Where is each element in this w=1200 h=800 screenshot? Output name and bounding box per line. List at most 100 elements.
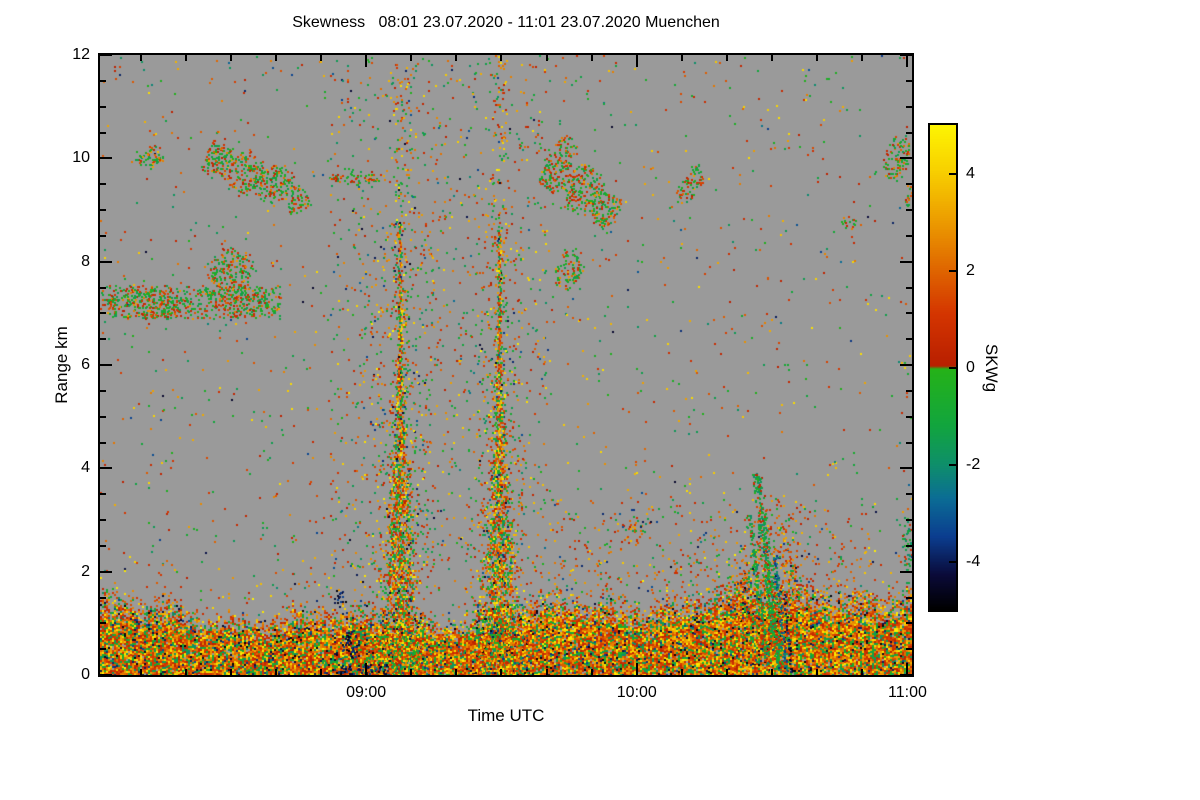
y-minor-tick-mark — [906, 622, 912, 625]
y-minor-tick-mark — [100, 209, 106, 211]
x-minor-tick-mark — [590, 669, 593, 675]
y-minor-tick-mark — [906, 441, 912, 444]
heatmap-canvas — [100, 55, 912, 675]
x-minor-tick-mark — [771, 55, 774, 61]
x-minor-tick-mark — [680, 669, 683, 675]
colorbar-tick-label: 4 — [966, 164, 975, 182]
y-tick-label: 12 — [72, 46, 90, 63]
y-tick-mark — [100, 364, 112, 366]
y-minor-tick-mark — [100, 596, 106, 599]
y-minor-tick-mark — [906, 648, 912, 651]
x-minor-tick-mark — [139, 669, 142, 675]
y-tick-mark — [900, 364, 912, 366]
x-minor-tick-mark — [410, 669, 413, 675]
y-minor-tick-mark — [906, 209, 912, 211]
y-tick-label: 8 — [81, 252, 90, 270]
y-minor-tick-mark — [906, 105, 912, 108]
y-minor-tick-mark — [100, 648, 106, 651]
y-tick-mark — [900, 674, 912, 676]
y-minor-tick-mark — [906, 389, 912, 392]
x-minor-tick-mark — [184, 55, 187, 61]
y-minor-tick-mark — [100, 312, 106, 315]
y-minor-tick-mark — [100, 183, 106, 186]
x-tick-label: 11:00 — [888, 684, 927, 701]
y-minor-tick-mark — [100, 415, 106, 418]
y-minor-tick-mark — [906, 596, 912, 599]
y-minor-tick-mark — [906, 131, 912, 134]
plot-title: Skewness 08:01 23.07.2020 - 11:01 23.07.… — [292, 14, 720, 31]
y-minor-tick-mark — [100, 105, 106, 108]
y-minor-tick-mark — [906, 183, 912, 186]
colorbar-tick-mark — [949, 463, 956, 466]
y-minor-tick-mark — [100, 389, 106, 392]
y-minor-tick-mark — [100, 286, 106, 289]
y-tick-label: 10 — [72, 149, 90, 167]
x-tick-mark — [365, 663, 368, 675]
x-minor-tick-mark — [726, 55, 729, 61]
y-tick-mark — [100, 54, 112, 56]
x-tick-mark — [365, 55, 368, 67]
colorbar-tick-mark — [949, 269, 956, 272]
x-minor-tick-mark — [139, 55, 142, 61]
y-tick-label: 4 — [81, 459, 90, 477]
y-tick-mark — [900, 54, 912, 56]
y-minor-tick-mark — [906, 234, 912, 237]
y-minor-tick-mark — [100, 79, 106, 82]
y-tick-mark — [100, 570, 112, 573]
y-tick-mark — [900, 260, 912, 263]
x-minor-tick-mark — [320, 669, 323, 675]
colorbar-tick-label: -4 — [966, 552, 981, 570]
x-minor-tick-mark — [726, 669, 729, 675]
y-minor-tick-mark — [906, 544, 912, 547]
x-minor-tick-mark — [229, 55, 232, 61]
x-tick-label: 09:00 — [346, 684, 387, 701]
y-minor-tick-mark — [906, 519, 912, 521]
colorbar-tick-label: -2 — [966, 455, 981, 473]
x-minor-tick-mark — [861, 669, 864, 675]
y-minor-tick-mark — [100, 519, 106, 521]
colorbar-tick-mark — [949, 172, 956, 175]
x-minor-tick-mark — [590, 55, 593, 61]
x-minor-tick-mark — [816, 55, 819, 61]
colorbar-tick-label: 2 — [966, 261, 975, 279]
x-minor-tick-mark — [500, 55, 503, 61]
y-tick-mark — [900, 157, 912, 160]
y-tick-mark — [900, 467, 912, 470]
plot-frame — [98, 53, 914, 677]
y-minor-tick-mark — [906, 338, 912, 341]
x-axis-label: Time UTC — [467, 706, 545, 725]
y-tick-label: 6 — [81, 356, 90, 373]
y-minor-tick-mark — [100, 441, 106, 444]
x-minor-tick-mark — [229, 669, 232, 675]
x-tick-mark — [635, 55, 638, 67]
x-minor-tick-mark — [274, 55, 277, 61]
x-minor-tick-mark — [771, 669, 774, 675]
colorbar-tick-label: 0 — [966, 358, 975, 376]
y-minor-tick-mark — [100, 544, 106, 547]
x-minor-tick-mark — [410, 55, 413, 61]
y-tick-mark — [100, 260, 112, 263]
y-tick-label: 0 — [81, 666, 90, 683]
x-minor-tick-mark — [274, 669, 277, 675]
y-tick-mark — [900, 570, 912, 573]
x-minor-tick-mark — [184, 669, 187, 675]
x-tick-mark — [906, 663, 909, 675]
y-minor-tick-mark — [100, 338, 106, 341]
y-tick-label: 2 — [81, 562, 90, 580]
y-tick-mark — [100, 674, 112, 676]
y-minor-tick-mark — [100, 131, 106, 134]
x-minor-tick-mark — [861, 55, 864, 61]
colorbar-tick-mark — [949, 560, 956, 563]
x-minor-tick-mark — [816, 669, 819, 675]
y-minor-tick-mark — [906, 415, 912, 418]
y-minor-tick-mark — [906, 286, 912, 289]
x-minor-tick-mark — [455, 669, 458, 675]
y-minor-tick-mark — [906, 79, 912, 82]
x-tick-mark — [635, 663, 638, 675]
y-tick-mark — [100, 157, 112, 160]
x-minor-tick-mark — [500, 669, 503, 675]
x-tick-label: 10:00 — [616, 684, 657, 701]
x-minor-tick-mark — [455, 55, 458, 61]
x-minor-tick-mark — [545, 669, 548, 675]
